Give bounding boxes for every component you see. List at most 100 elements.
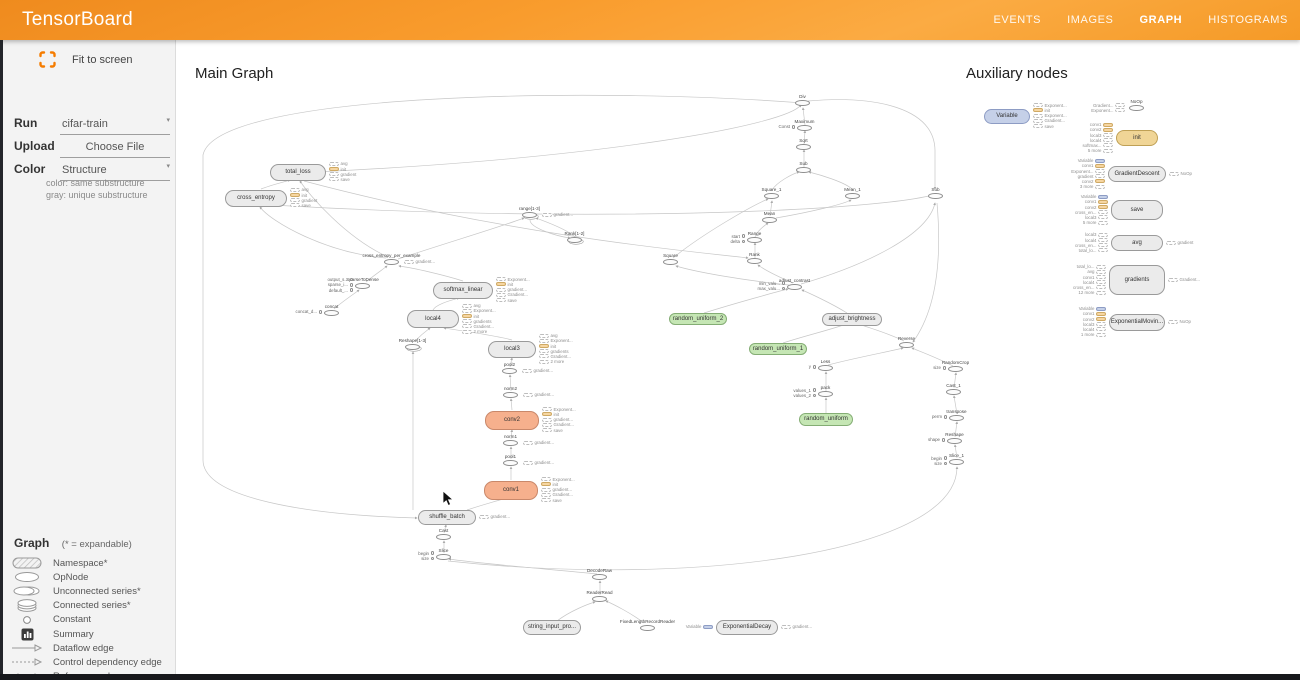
namespace-node-conv1[interactable]: conv1 <box>484 480 538 500</box>
fit-to-screen-button[interactable]: Fit to screen <box>38 50 133 69</box>
op-node-cross-entropy-per-example[interactable]: cross_entropy_per_example <box>363 253 420 265</box>
op-node-square[interactable]: Square <box>663 253 678 265</box>
const-node-values-2[interactable]: values_2 <box>793 393 816 398</box>
const-node-output-s-[interactable]: output_s... <box>327 277 353 282</box>
const-node-perm[interactable]: perm <box>932 414 947 419</box>
op-node-pack[interactable]: pack <box>818 385 833 397</box>
const-node-shape[interactable]: shape <box>928 437 945 442</box>
namespace-node-shuffle-batch[interactable]: shuffle_batch <box>418 509 476 525</box>
annotation-chip <box>329 177 339 182</box>
annotation-chip <box>1169 171 1179 176</box>
op-node-slice[interactable]: Slice <box>436 548 451 560</box>
const-node-concat-d-[interactable]: concat_d... <box>296 309 322 314</box>
op-node-maximum[interactable]: Maximum <box>795 119 814 131</box>
graph-canvas[interactable]: Main Graph Auxiliary nodes total_loss avg… <box>176 40 1300 674</box>
namespace-node-random-uniform[interactable]: random_uniform <box>799 412 853 426</box>
op-node-fixedlengthrecordreader[interactable]: FixedLengthRecordReader <box>620 619 675 631</box>
legend-item: Control dependency edge <box>8 655 176 669</box>
namespace-node-init[interactable]: init <box>1116 130 1158 146</box>
nav-tab-graph[interactable]: GRAPH <box>1139 14 1183 26</box>
namespace-node-conv2[interactable]: conv2 <box>485 410 539 430</box>
run-select[interactable]: cifar-train ▾ <box>60 114 170 135</box>
op-node-reverse[interactable]: Reverse <box>898 336 915 348</box>
choose-file-button[interactable]: Choose File <box>60 137 170 158</box>
namespace-node-random-uniform-2[interactable]: random_uniform_2 <box>669 313 727 325</box>
color-select[interactable]: Structure ▾ <box>60 160 170 181</box>
op-node-ellipse <box>355 282 370 289</box>
const-node-default-[interactable]: default_... <box>329 288 353 293</box>
op-node-noop[interactable]: NoOp <box>1129 99 1144 111</box>
namespace-node-softmax-linear[interactable]: softmax_linear <box>433 281 493 299</box>
annotation-chip <box>1096 264 1106 269</box>
nav-tab-histograms[interactable]: HISTOGRAMS <box>1208 14 1288 26</box>
namespace-node-random-uniform-1[interactable]: random_uniform_1 <box>749 343 807 355</box>
const-node-sparse-i-[interactable]: sparse_i... <box>328 282 353 287</box>
op-node-concat[interactable]: concat <box>324 304 339 316</box>
namespace-node-local4[interactable]: local4 <box>407 310 459 328</box>
series-node-rank-1-2-[interactable]: Rank[1-2] <box>565 231 584 243</box>
op-node-cast-1[interactable]: Cast_1 <box>946 383 961 395</box>
const-node-size[interactable]: size <box>934 461 947 466</box>
const-node-start[interactable]: start <box>731 234 745 239</box>
namespace-node-variable[interactable]: Variable <box>984 108 1030 124</box>
const-node-max-valu-[interactable]: max_valu... <box>758 286 785 291</box>
const-node-begin[interactable]: begin <box>931 456 947 461</box>
const-node-size[interactable]: size <box>933 365 946 370</box>
op-node-sparsetodense[interactable]: SparseToDense <box>346 277 379 289</box>
op-node-pool1[interactable]: pool1 <box>503 454 518 466</box>
const-node-const[interactable]: Const <box>779 124 795 129</box>
const-node-min-valu-[interactable]: min_valu... <box>759 281 785 286</box>
annotation-chip <box>329 161 339 166</box>
const-node-values-1[interactable]: values_1 <box>793 388 816 393</box>
namespace-node-save[interactable]: save <box>1111 200 1163 220</box>
namespace-node-avg[interactable]: avg <box>1111 235 1163 251</box>
op-node-rank[interactable]: Rank <box>747 252 762 264</box>
series-node-range-1-3-[interactable]: range[1-3] <box>519 206 540 218</box>
namespace-node-adjust-brightness[interactable]: adjust_brightness <box>822 312 882 326</box>
series-node-reshape-1-3-[interactable]: Reshape[1-3] <box>399 338 426 350</box>
op-node-readerread[interactable]: ReaderRead <box>586 590 613 602</box>
op-node-cast[interactable]: Cast <box>436 528 451 540</box>
op-node-norm1[interactable]: norm1 <box>503 434 518 446</box>
window-edge-left <box>0 40 3 680</box>
annotation-chip <box>541 487 551 492</box>
op-node-transpose[interactable]: transpose <box>946 409 967 421</box>
annotation-chip <box>523 460 533 465</box>
op-node-norm2[interactable]: norm2 <box>503 386 518 398</box>
run-label: Run <box>14 116 38 130</box>
namespace-node-cross-entropy[interactable]: cross_entropy <box>225 189 287 207</box>
namespace-node-local3[interactable]: local3 <box>488 340 536 358</box>
op-node-div[interactable]: Div <box>795 94 810 106</box>
op-node-sub[interactable]: Sub <box>796 161 811 173</box>
op-node-pool2[interactable]: pool2 <box>502 362 517 374</box>
op-node-slice-1[interactable]: Slice_1 <box>949 453 964 465</box>
op-node-randomcrop[interactable]: RandomCrop <box>942 360 969 372</box>
op-node-sub[interactable]: Sub <box>928 187 943 199</box>
namespace-node-exponentialdecay[interactable]: ExponentialDecay <box>716 619 778 635</box>
namespace-node-gradients[interactable]: gradients <box>1109 265 1165 295</box>
op-node-decoderaw[interactable]: DecodeRaw <box>587 568 612 580</box>
annotation-chip <box>496 292 506 297</box>
op-node-square-1[interactable]: Square_1 <box>762 187 781 199</box>
const-node-size[interactable]: size <box>421 556 434 561</box>
namespace-node-exponentialmovin-[interactable]: ExponentialMovin... <box>1109 313 1165 331</box>
nav-tab-events[interactable]: EVENTS <box>993 14 1042 26</box>
op-node-mean[interactable]: Mean <box>762 211 777 223</box>
op-node-reshape[interactable]: Reshape <box>945 432 964 444</box>
annotation-label: gradient... <box>792 624 813 630</box>
namespace-node-string-input-pro-[interactable]: string_input_pro... <box>523 619 581 635</box>
annotation-label: Gradient... <box>552 492 574 498</box>
op-node-less[interactable]: Less <box>818 359 833 371</box>
const-node-y[interactable]: y <box>809 364 816 369</box>
op-node-mean-1[interactable]: Mean_1 <box>844 187 861 199</box>
op-node-sqrt[interactable]: Sqrt <box>796 138 811 150</box>
op-node-adjust-contrast[interactable]: adjust_contrast <box>779 278 810 290</box>
namespace-node-total-loss[interactable]: total_loss <box>270 163 326 181</box>
nav-tab-images[interactable]: IMAGES <box>1067 14 1114 26</box>
const-node-delta[interactable]: delta <box>730 239 745 244</box>
op-node-ellipse <box>949 414 964 421</box>
const-node-begin[interactable]: begin <box>418 551 434 556</box>
node-annotations: gradient... <box>404 259 435 264</box>
op-node-range[interactable]: Range <box>747 231 762 243</box>
namespace-node-gradientdescent[interactable]: GradientDescent <box>1108 166 1166 182</box>
